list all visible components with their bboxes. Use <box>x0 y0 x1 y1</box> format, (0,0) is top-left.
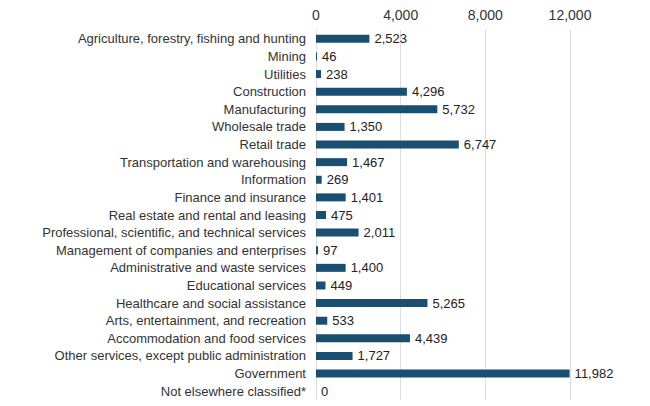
svg-text:Information: Information <box>241 172 306 187</box>
svg-text:4,439: 4,439 <box>415 331 448 346</box>
svg-text:533: 533 <box>332 313 354 328</box>
svg-text:Manufacturing: Manufacturing <box>224 102 306 117</box>
svg-text:Real estate and rental and lea: Real estate and rental and leasing <box>109 208 306 223</box>
svg-text:238: 238 <box>326 67 348 82</box>
svg-text:Mining: Mining <box>268 49 306 64</box>
svg-text:11,982: 11,982 <box>575 366 614 381</box>
svg-text:5,265: 5,265 <box>432 296 465 311</box>
svg-text:0: 0 <box>321 384 328 399</box>
svg-text:Wholesale trade: Wholesale trade <box>212 119 306 134</box>
svg-text:449: 449 <box>331 278 353 293</box>
svg-text:4,000: 4,000 <box>383 7 418 23</box>
svg-text:1,401: 1,401 <box>351 190 384 205</box>
svg-text:12,000: 12,000 <box>549 7 592 23</box>
svg-text:4,296: 4,296 <box>412 84 445 99</box>
svg-text:Educational services: Educational services <box>187 278 307 293</box>
svg-text:Transportation and warehousing: Transportation and warehousing <box>120 155 306 170</box>
svg-text:8,000: 8,000 <box>468 7 503 23</box>
svg-text:1,350: 1,350 <box>350 119 383 134</box>
svg-text:1,400: 1,400 <box>351 260 384 275</box>
svg-text:Retail trade: Retail trade <box>240 137 306 152</box>
svg-text:2,011: 2,011 <box>364 225 396 240</box>
svg-text:Management of companies and en: Management of companies and enterprises <box>56 243 307 258</box>
svg-text:46: 46 <box>322 49 336 64</box>
svg-text:Other services, except public: Other services, except public administra… <box>55 348 306 363</box>
svg-text:Construction: Construction <box>233 84 306 99</box>
svg-text:Agriculture, forestry, fishing: Agriculture, forestry, fishing and hunti… <box>78 31 306 46</box>
svg-text:0: 0 <box>312 7 320 23</box>
svg-text:Government: Government <box>234 366 306 381</box>
svg-text:1,727: 1,727 <box>358 348 391 363</box>
svg-text:2,523: 2,523 <box>374 31 407 46</box>
svg-text:1,467: 1,467 <box>352 155 385 170</box>
svg-text:6,747: 6,747 <box>464 137 497 152</box>
svg-text:Finance and insurance: Finance and insurance <box>174 190 306 205</box>
svg-text:475: 475 <box>331 208 353 223</box>
svg-text:Healthcare and social assistan: Healthcare and social assistance <box>116 296 306 311</box>
svg-text:5,732: 5,732 <box>442 102 475 117</box>
svg-text:269: 269 <box>327 172 349 187</box>
svg-text:Arts, entertainment, and recre: Arts, entertainment, and recreation <box>106 313 306 328</box>
svg-text:Not elsewhere classified*: Not elsewhere classified* <box>161 384 306 399</box>
svg-text:Accommodation and food service: Accommodation and food services <box>107 331 306 346</box>
svg-text:Utilities: Utilities <box>264 67 306 82</box>
svg-text:97: 97 <box>323 243 337 258</box>
svg-text:Administrative and waste servi: Administrative and waste services <box>110 260 306 275</box>
svg-text:Professional, scientific, and: Professional, scientific, and technical … <box>42 225 306 240</box>
